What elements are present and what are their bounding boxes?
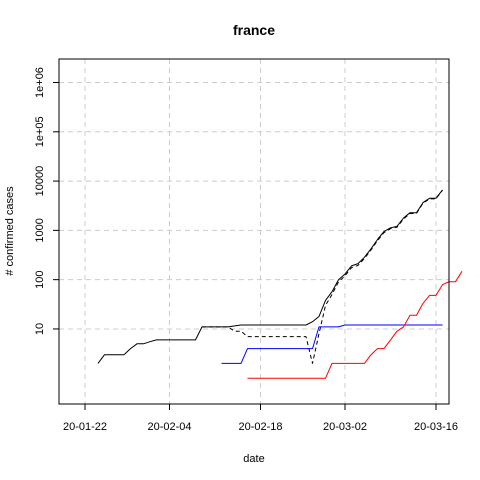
y-axis-label: # confirmed cases [4,186,16,276]
y-tick-label: 10 [34,323,46,335]
y-tick-label: 1000 [34,218,46,242]
grid [59,59,449,404]
y-tick-label: 1e+06 [34,67,46,98]
series-line-3 [221,324,443,364]
y-axis: 10 100 1000 10000 1e+05 1e+06 [34,67,60,335]
series-line-1 [97,189,443,364]
series-group [97,189,463,379]
x-tick-label: 20-02-04 [147,421,191,433]
x-axis-label: date [243,453,264,465]
series-line-4 [247,271,463,379]
y-tick-label: 100 [34,270,46,288]
y-tick-label: 10000 [34,166,46,197]
x-axis: 20-01-22 20-02-04 20-02-18 20-03-02 20-03-16 [63,403,458,433]
plot-frame [58,58,450,405]
chart-title: france [233,22,275,38]
y-tick-label: 1e+05 [34,116,46,147]
series-line-2 [202,189,443,364]
x-tick-label: 20-03-02 [323,421,367,433]
x-tick-label: 20-03-16 [414,421,458,433]
x-tick-label: 20-01-22 [63,421,107,433]
x-tick-label: 20-02-18 [238,421,282,433]
